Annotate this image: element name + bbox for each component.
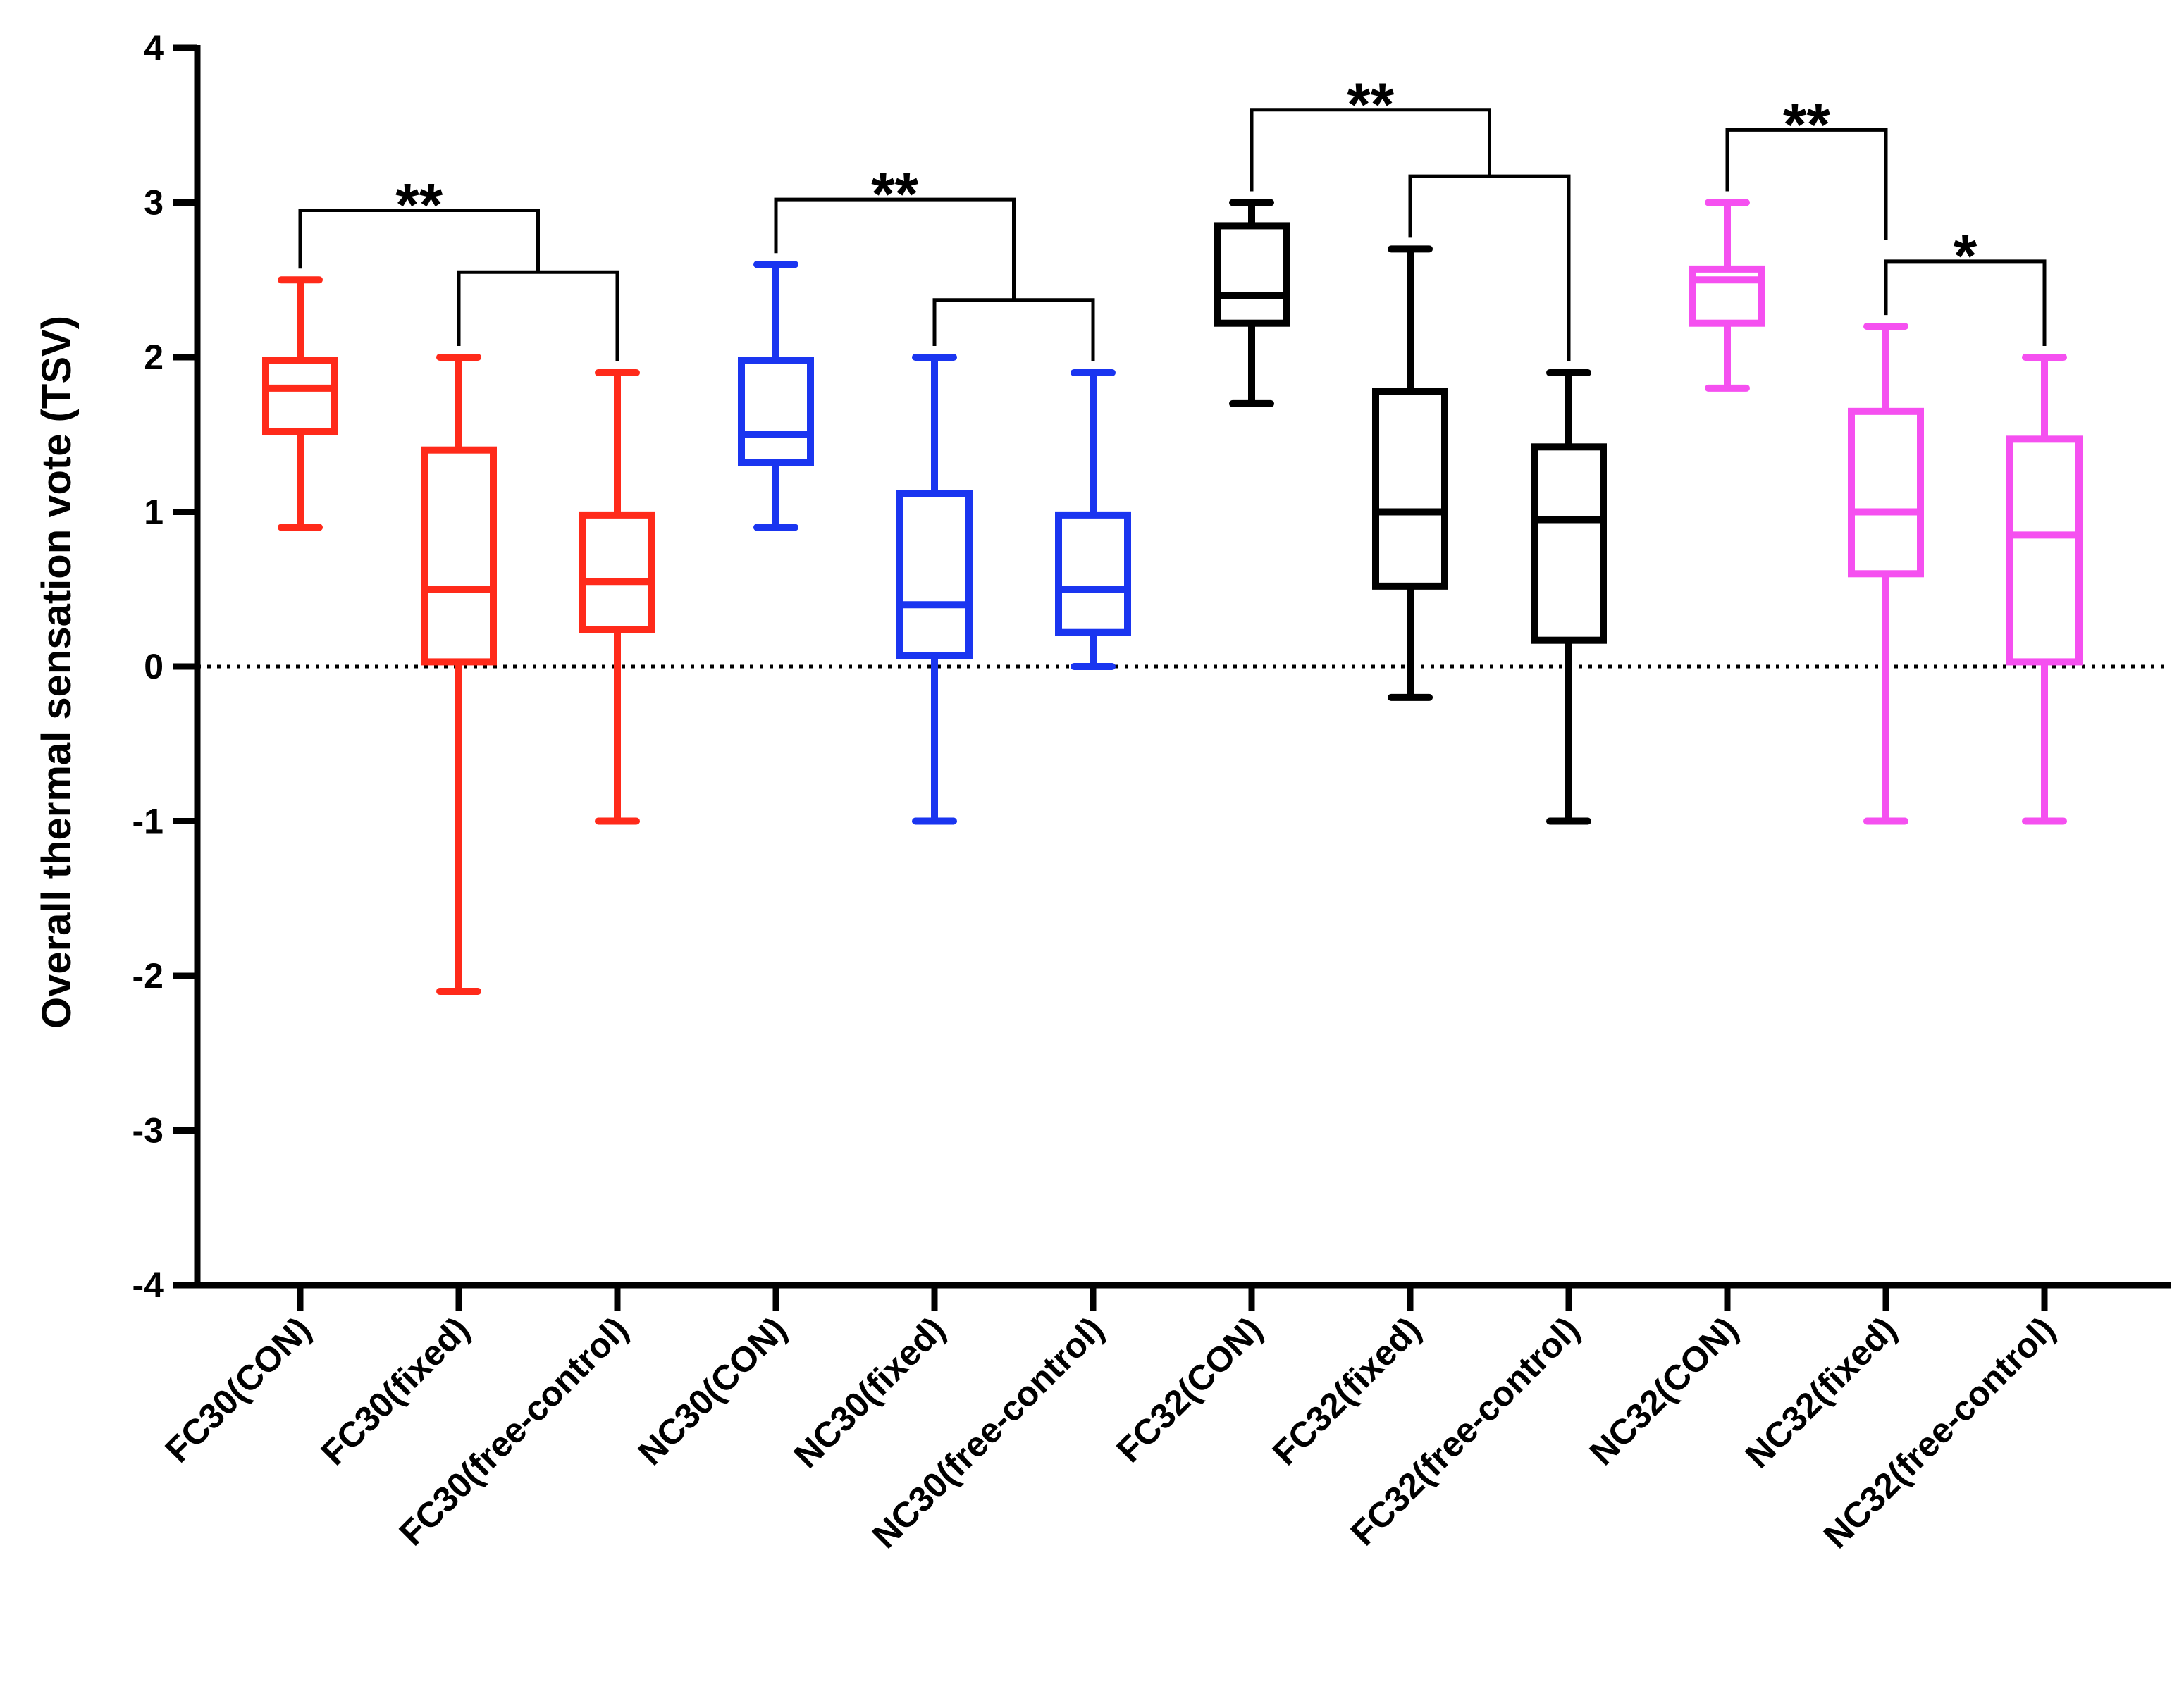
x-tick-label: NC30(fixed)	[786, 1309, 953, 1475]
significance-bracket: **	[298, 171, 619, 361]
significance-label: *	[1954, 223, 1978, 290]
box-NC30(free-control)	[1055, 368, 1131, 670]
iqr-box	[2006, 435, 2083, 666]
box-NC30(CON)	[738, 261, 814, 531]
y-tick-label: 3	[144, 183, 164, 223]
inner-bracket	[457, 270, 619, 361]
x-tick-label: FC32(fixed)	[1265, 1309, 1429, 1473]
iqr-box	[579, 511, 655, 633]
significance-bracket: **	[1725, 91, 1888, 240]
outer-bracket	[1250, 108, 1491, 192]
inner-bracket	[932, 298, 1095, 361]
y-tick-label: -3	[132, 1111, 164, 1151]
box-NC30(fixed)	[896, 354, 973, 825]
significance-label: **	[1347, 71, 1394, 139]
iqr-box	[1214, 222, 1290, 327]
box-FC32(CON)	[1214, 199, 1290, 407]
x-tick-label: NC32(CON)	[1582, 1309, 1746, 1473]
y-tick-label: -2	[132, 956, 164, 996]
box-NC32(fixed)	[1848, 323, 1924, 825]
significance-bracket: **	[1250, 71, 1571, 361]
x-tick-label: FC30(CON)	[158, 1309, 319, 1470]
outer-bracket	[774, 197, 1016, 300]
inner-bracket	[1408, 174, 1571, 361]
outer-bracket	[298, 208, 540, 273]
plot-area: ** **** ***	[197, 71, 2171, 995]
y-tick-label: -1	[132, 802, 164, 841]
x-tick-label: FC30(fixed)	[314, 1309, 477, 1473]
iqr-box	[421, 446, 497, 666]
significance-label: **	[395, 171, 443, 239]
box-FC30(free-control)	[579, 368, 655, 825]
y-tick-label: -4	[132, 1265, 164, 1305]
axes: -4 -3 -2 -1 0 1 2 3 4 Overall thermal sensation v…	[34, 28, 2171, 1556]
bracket	[1725, 128, 1888, 240]
iqr-box	[1372, 388, 1448, 590]
iqr-box	[1055, 511, 1131, 636]
box-NC32(free-control)	[2006, 354, 2083, 825]
y-tick-label: 4	[144, 28, 164, 68]
box-FC32(free-control)	[1531, 368, 1607, 825]
iqr-box	[262, 357, 338, 435]
x-tick-label: NC30(CON)	[631, 1309, 794, 1473]
y-tick-label: 2	[144, 337, 164, 377]
y-tick-label: 0	[144, 647, 164, 686]
x-tick-label: FC32(CON)	[1109, 1309, 1270, 1470]
significance-bracket: *	[1884, 223, 2047, 346]
box-FC30(fixed)	[421, 354, 497, 995]
iqr-box	[1531, 443, 1607, 644]
y-axis-title: Overall thermal sensation vote (TSV)	[34, 316, 80, 1029]
box-NC32(CON)	[1689, 199, 1765, 392]
iqr-box	[896, 490, 973, 659]
significance-label: **	[871, 161, 918, 228]
bracket	[1884, 259, 2047, 346]
box-FC30(CON)	[262, 276, 338, 531]
iqr-box	[738, 357, 814, 466]
y-tick-label: 1	[144, 493, 164, 532]
x-tick-label: NC32(fixed)	[1738, 1309, 1904, 1475]
significance-label: **	[1783, 91, 1830, 159]
iqr-box	[1848, 407, 1924, 578]
box-FC32(fixed)	[1372, 245, 1448, 701]
significance-bracket: **	[774, 161, 1095, 361]
